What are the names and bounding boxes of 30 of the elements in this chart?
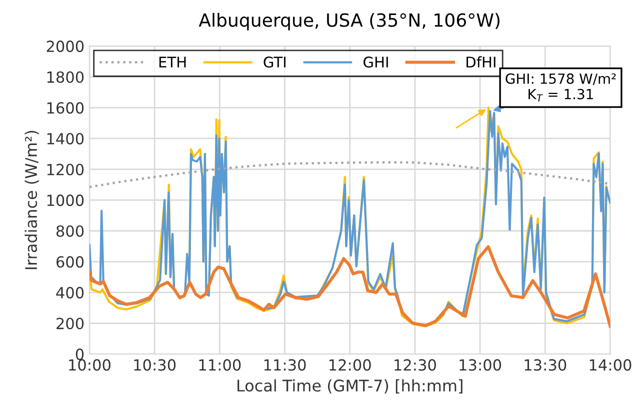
line-series [89, 245, 610, 328]
annotation: GHI: 1578 W/m² K$_{T}$ = 1.31 [506, 73, 616, 102]
y-tick-label: 1600 [47, 102, 84, 114]
legend-label: DfHI [466, 56, 496, 68]
x-tick-label: 11:30 [264, 359, 306, 371]
y-tick-label: 400 [56, 286, 84, 298]
x-tick-label: 14:00 [590, 359, 632, 371]
y-tick-label: 800 [56, 225, 84, 237]
legend-label: ETH [159, 56, 186, 68]
x-tick-label: 13:30 [524, 359, 566, 371]
x-tick-label: 10:30 [134, 359, 176, 371]
y-tick-label: 1400 [47, 132, 84, 144]
y-axis-title: Irradiance (W/m²) [24, 130, 39, 270]
x-tick-label: 11:00 [199, 359, 241, 371]
line-series [89, 161, 610, 188]
legend-label: GTI [264, 56, 286, 68]
x-tick-label: 12:00 [330, 359, 371, 371]
x-tick-label: 10:00 [69, 359, 110, 371]
y-tick-label: 200 [56, 318, 84, 330]
chart-title: Albuquerque, USA (35°N, 106°W) [198, 12, 500, 30]
x-tick-label: 12:30 [394, 359, 436, 371]
x-tick-label: 13:00 [460, 359, 502, 371]
y-tick-label: 1200 [47, 164, 84, 176]
y-tick-label: 1000 [47, 194, 84, 206]
y-tick-label: 1800 [47, 71, 84, 83]
y-tick-label: 2000 [46, 40, 84, 52]
y-tick-label: 600 [56, 256, 84, 268]
legend-label: GHI [364, 56, 388, 68]
x-axis-title: Local Time (GMT-7) [hh:mm] [238, 379, 462, 394]
y-tick-label: 0 [76, 348, 84, 360]
